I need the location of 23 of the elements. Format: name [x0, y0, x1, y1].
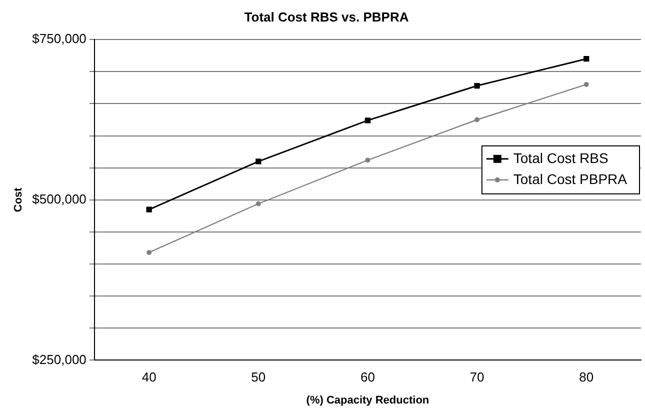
- legend-label: Total Cost RBS: [513, 150, 608, 166]
- point: [146, 250, 152, 255]
- point: [584, 82, 589, 87]
- x-axis-title: (%) Capacity Reduction: [306, 394, 430, 406]
- point: [146, 206, 152, 212]
- point: [256, 201, 261, 206]
- x-tick-label: 70: [470, 370, 484, 385]
- y-axis-title: Cost: [12, 187, 25, 212]
- y-tick-label: $250,000: [32, 352, 86, 367]
- y-tick-label: $750,000: [32, 31, 86, 46]
- x-tick-label: 50: [251, 370, 266, 385]
- point: [474, 82, 480, 89]
- point: [256, 158, 262, 164]
- point: [474, 117, 480, 122]
- point: [364, 118, 371, 124]
- y-tick-label: $500,000: [32, 191, 86, 206]
- x-tick-label: 80: [579, 370, 594, 385]
- chart-title: Total Cost RBS vs. PBPRA: [244, 9, 410, 24]
- legend-label: Total Cost PBPRA: [513, 170, 628, 187]
- point: [365, 158, 370, 163]
- x-tick-label: 60: [360, 370, 375, 385]
- x-tick-label: 40: [142, 370, 156, 385]
- point: [584, 56, 590, 62]
